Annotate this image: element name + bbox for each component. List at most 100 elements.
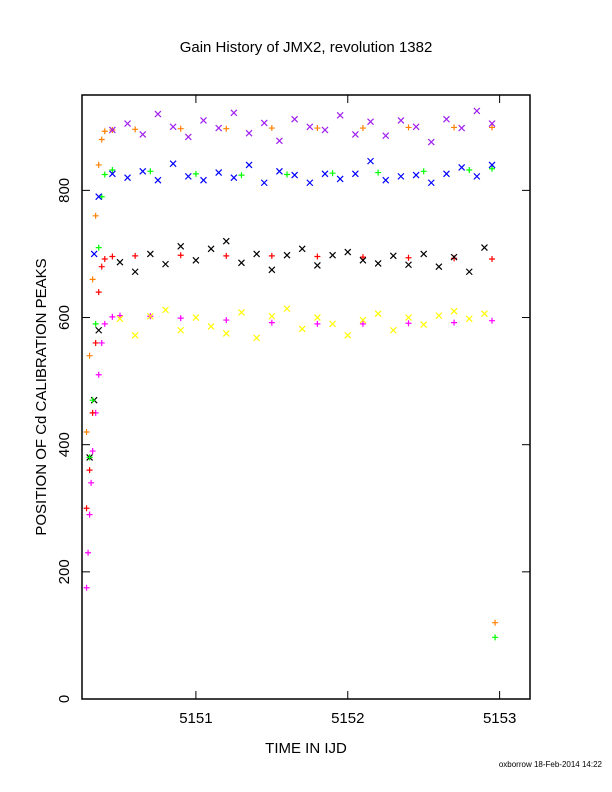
data-point [435,263,443,271]
data-point [382,132,390,140]
data-point [268,312,276,320]
data-point [116,258,124,266]
data-point [108,170,116,178]
data-point [109,313,116,320]
data-point [283,251,291,259]
data-point [412,123,420,131]
data-point [382,176,390,184]
data-point [108,126,116,134]
series-points [116,305,488,342]
data-point [192,256,200,264]
data-point [435,312,443,320]
data-point [83,505,90,512]
data-point [389,252,397,260]
data-point [465,315,473,323]
data-point [101,320,108,327]
series-points [83,312,496,591]
series-points [90,157,496,258]
data-point [109,167,116,174]
data-point [238,259,245,267]
x-tick-label: 5153 [483,710,516,727]
data-point [344,331,352,339]
data-point [450,307,458,315]
data-point [314,320,321,327]
data-point [238,309,245,316]
data-point [192,314,200,321]
data-point [329,251,337,259]
data-point [321,170,329,178]
data-point [427,179,435,187]
data-point [85,549,92,556]
y-axis-label: POSITION OF Cd CALIBRATION PEAKS [33,258,50,535]
data-point [162,260,169,268]
data-point [298,245,306,253]
data-point [98,263,105,270]
data-point [177,252,184,259]
data-point [359,254,366,261]
data-point [230,109,238,117]
data-point [283,305,291,313]
data-point [98,136,105,143]
data-point [481,310,488,318]
data-point [184,172,192,180]
data-point [298,325,306,333]
data-point [86,352,93,359]
axis-ticks: 5151 5152 5153 0 200 400 600 800 [56,95,530,727]
data-point [154,176,162,184]
data-point [131,331,139,339]
data-point [420,321,428,328]
data-point [321,126,329,134]
data-point [367,157,374,165]
data-point [284,171,291,178]
data-point [86,511,93,518]
data-point [222,237,230,245]
y-tick-label: 400 [56,432,73,457]
data-point [139,167,147,175]
data-point [95,326,103,334]
data-point [488,161,496,169]
data-point [215,124,223,132]
data-point [146,250,154,258]
data-point [131,268,139,276]
data-point [245,161,253,169]
data-point [169,123,177,131]
data-point [147,168,154,175]
data-point [92,320,99,327]
chart-title: Gain History of JMX2, revolution 1382 [180,39,433,56]
data-point [124,174,131,182]
data-point [314,125,321,132]
data-point [260,119,268,127]
data-point [222,329,230,337]
data-point [101,256,108,263]
data-point [389,326,397,334]
data-point [192,170,199,177]
data-point [465,268,473,276]
data-point [101,171,108,178]
series-points [83,252,496,512]
data-point [306,179,314,187]
data-point [177,326,185,334]
data-point [420,168,427,175]
data-point [412,171,420,179]
data-point [306,123,314,131]
data-point [314,253,321,260]
data-point [177,242,185,250]
data-point [169,160,177,168]
data-point [207,323,215,330]
plot-frame [81,94,531,700]
series-points [83,124,499,626]
data-point [405,254,412,261]
data-point [405,314,412,321]
data-point [230,174,238,182]
y-tick-label: 600 [56,305,73,330]
data-point [207,245,215,253]
data-point [238,172,245,179]
data-point [124,120,131,128]
data-point [95,289,102,296]
data-point [397,117,405,124]
data-point [443,170,450,178]
data-point [375,169,382,176]
data-point [162,306,169,314]
data-point [88,479,95,486]
